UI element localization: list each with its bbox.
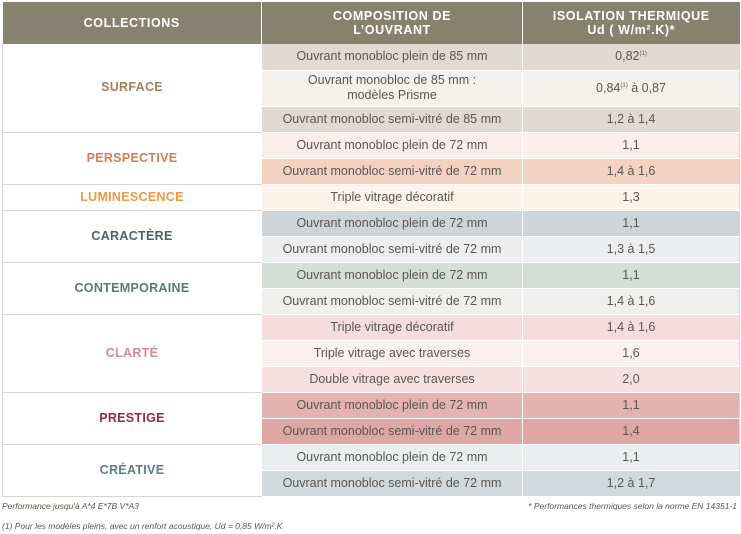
value-cell: 1,1: [522, 132, 740, 159]
thermal-table-page: COLLECTIONS COMPOSITION DE L’OUVRANT ISO…: [2, 2, 740, 497]
composition-cell: Ouvrant monobloc semi-vitré de 72 mm: [261, 288, 523, 315]
table-row: CARACTÈRE Ouvrant monobloc plein de 72 m…: [2, 210, 740, 263]
value-cell: 1,1: [522, 444, 740, 471]
composition-cell: Ouvrant monobloc plein de 72 mm: [261, 392, 523, 419]
composition-cell: Ouvrant monobloc plein de 85 mm: [261, 44, 523, 71]
table-row: PERSPECTIVE Ouvrant monobloc plein de 72…: [2, 132, 740, 185]
table-row: CRÉATIVE Ouvrant monobloc plein de 72 mm…: [2, 444, 740, 497]
composition-cell: Ouvrant monobloc semi-vitré de 72 mm: [261, 470, 523, 497]
collection-surface: SURFACE: [2, 44, 262, 133]
value-cell: 1,3 à 1,5: [522, 236, 740, 263]
header-composition-line2: L’OUVRANT: [353, 23, 431, 37]
table-row: Ouvrant monobloc semi-vitré de 85 mm 1,2…: [3, 106, 740, 133]
table-row: CLARTÉ Triple vitrage décoratif 1,4 à 1,…: [2, 314, 740, 393]
footnote-performance: Performance jusqu'à A*4 E*7B V*A3: [2, 501, 139, 511]
collection-clarte: CLARTÉ: [2, 314, 262, 393]
table-row: Ouvrant monobloc semi-vitré de 72 mm 1,4…: [3, 288, 740, 315]
table-row: PRESTIGE Ouvrant monobloc plein de 72 mm…: [2, 392, 740, 445]
composition-cell: Triple vitrage décoratif: [261, 184, 523, 211]
header-collections: COLLECTIONS: [2, 2, 262, 44]
table-row: Ouvrant monobloc semi-vitré de 72 mm 1,3…: [3, 236, 740, 263]
thermal-insulation-table: COLLECTIONS COMPOSITION DE L’OUVRANT ISO…: [2, 2, 740, 497]
value-cell: 0,84(1) à 0,87: [522, 70, 740, 107]
table-row: SURFACE Ouvrant monobloc plein de 85 mm …: [2, 44, 740, 133]
composition-cell: Ouvrant monobloc de 85 mm : modèles Pris…: [261, 70, 523, 107]
composition-cell: Ouvrant monobloc plein de 72 mm: [261, 262, 523, 289]
collection-caractere: CARACTÈRE: [2, 210, 262, 263]
table-row: Ouvrant monobloc semi-vitré de 72 mm 1,2…: [3, 470, 740, 497]
value-cell: 1,6: [522, 340, 740, 367]
composition-cell: Ouvrant monobloc semi-vitré de 72 mm: [261, 158, 523, 185]
composition-cell: Ouvrant monobloc plein de 72 mm: [261, 444, 523, 471]
composition-cell: Ouvrant monobloc plein de 72 mm: [261, 210, 523, 237]
value-cell: 1,1: [522, 262, 740, 289]
value-cell: 1,2 à 1,4: [522, 106, 740, 133]
composition-cell: Triple vitrage décoratif: [261, 314, 523, 341]
value-cell: 0,82(1): [522, 44, 740, 71]
footnote-acoustic: (1) Pour les modèles pleins, avec un ren…: [2, 521, 283, 531]
collection-prestige: PRESTIGE: [2, 392, 262, 445]
table-row: Ouvrant monobloc semi-vitré de 72 mm 1,4: [3, 418, 740, 445]
composition-cell: Ouvrant monobloc semi-vitré de 72 mm: [261, 236, 523, 263]
value-cell: 1,4: [522, 418, 740, 445]
composition-cell: Ouvrant monobloc semi-vitré de 72 mm: [261, 418, 523, 445]
table-row: Double vitrage avec traverses 2,0: [3, 366, 740, 393]
value-cell: 1,4 à 1,6: [522, 314, 740, 341]
composition-cell: Ouvrant monobloc semi-vitré de 85 mm: [261, 106, 523, 133]
header-isolation-line2: Ud ( W/m².K)*: [587, 23, 676, 37]
composition-cell: Triple vitrage avec traverses: [261, 340, 523, 367]
table-row: CONTEMPORAINE Ouvrant monobloc plein de …: [2, 262, 740, 315]
value-cell: 1,1: [522, 392, 740, 419]
table-row: Ouvrant monobloc de 85 mm : modèles Pris…: [3, 70, 740, 107]
table-row: Triple vitrage avec traverses 1,6: [3, 340, 740, 367]
header-composition-line1: COMPOSITION DE: [332, 9, 452, 23]
composition-cell: Double vitrage avec traverses: [261, 366, 523, 393]
collection-creative: CRÉATIVE: [2, 444, 262, 497]
value-cell: 1,4 à 1,6: [522, 288, 740, 315]
table-header-row: COLLECTIONS COMPOSITION DE L’OUVRANT ISO…: [2, 2, 740, 44]
header-isolation-line1: ISOLATION THERMIQUE: [552, 9, 710, 23]
collection-perspective: PERSPECTIVE: [2, 132, 262, 185]
header-isolation: ISOLATION THERMIQUE Ud ( W/m².K)*: [522, 2, 740, 44]
composition-cell: Ouvrant monobloc plein de 72 mm: [261, 132, 523, 159]
value-cell: 1,3: [522, 184, 740, 211]
value-cell: 2,0: [522, 366, 740, 393]
collection-luminescence: LUMINESCENCE: [2, 184, 262, 211]
table-row: LUMINESCENCE Triple vitrage décoratif 1,…: [2, 184, 740, 211]
footnote-thermal-norm: * Performances thermiques selon la norme…: [528, 501, 737, 511]
table-row: Ouvrant monobloc semi-vitré de 72 mm 1,4…: [3, 158, 740, 185]
value-cell: 1,4 à 1,6: [522, 158, 740, 185]
header-composition: COMPOSITION DE L’OUVRANT: [261, 2, 523, 44]
value-cell: 1,2 à 1,7: [522, 470, 740, 497]
value-cell: 1,1: [522, 210, 740, 237]
collection-contemporaine: CONTEMPORAINE: [2, 262, 262, 315]
